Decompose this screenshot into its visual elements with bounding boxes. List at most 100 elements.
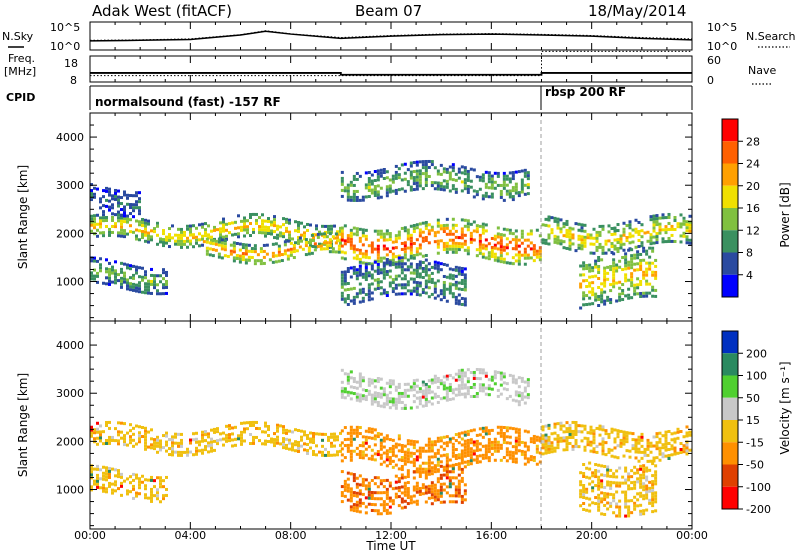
echo-cell — [469, 441, 473, 445]
echo-cell — [409, 289, 413, 293]
echo-cell — [400, 473, 404, 477]
echo-cell — [355, 292, 359, 296]
echo-cell — [288, 233, 291, 237]
echo-cell — [454, 439, 458, 443]
echo-cell — [312, 437, 315, 441]
echo-cell — [430, 228, 434, 232]
echo-cell — [90, 277, 93, 281]
echo-cell — [595, 236, 599, 240]
echo-cell — [171, 441, 174, 445]
echo-cell — [574, 423, 578, 427]
echo-cell — [436, 294, 440, 298]
echo-cell — [631, 438, 635, 442]
echo-cell — [523, 450, 527, 454]
echo-cell — [240, 228, 243, 232]
echo-cell — [642, 482, 646, 486]
echo-cell — [645, 270, 649, 274]
echo-cell — [129, 429, 132, 433]
echo-cell — [90, 428, 93, 432]
echo-cell — [394, 237, 398, 241]
echo-cell — [129, 206, 132, 210]
echo-cell — [346, 183, 350, 187]
echo-cell — [412, 385, 416, 389]
echo-cell — [523, 247, 527, 251]
echo-cell — [415, 172, 419, 176]
echo-cell — [481, 252, 485, 256]
echo-cell — [457, 236, 461, 240]
echo-cell — [225, 436, 228, 440]
echo-cell — [337, 244, 341, 248]
echo-cell — [96, 476, 99, 480]
echo-cell — [463, 288, 467, 292]
echo-cell — [352, 271, 356, 275]
echo-cell — [153, 494, 156, 498]
echo-cell — [400, 447, 404, 451]
echo-cell — [439, 494, 443, 498]
echo-cell — [460, 218, 464, 222]
echo-cell — [636, 292, 640, 296]
echo-cell — [645, 291, 649, 295]
echo-cell — [445, 374, 449, 378]
echo-cell — [588, 284, 592, 288]
echo-cell — [207, 441, 210, 445]
echo-cell — [424, 174, 428, 178]
echo-cell — [667, 239, 671, 243]
echo-cell — [439, 464, 443, 468]
echo-cell — [159, 280, 162, 284]
echo-cell — [499, 251, 503, 255]
echo-cell — [265, 252, 269, 256]
echo-cell — [520, 376, 524, 380]
echo-cell — [418, 284, 422, 288]
echo-cell — [514, 436, 518, 440]
echo-cell — [330, 432, 333, 436]
echo-cell — [358, 251, 362, 255]
echo-cell — [349, 266, 353, 270]
echo-cell — [349, 449, 353, 453]
echo-cell — [520, 184, 524, 188]
echo-cell — [502, 245, 506, 249]
echo-cell — [297, 238, 300, 242]
echo-cell — [382, 264, 386, 268]
echo-cell — [439, 500, 443, 504]
echo-cell — [355, 491, 359, 495]
echo-cell — [349, 443, 353, 447]
echo-cell — [406, 237, 410, 241]
echo-cell — [327, 453, 330, 457]
echo-cell — [415, 223, 419, 227]
echo-cell — [664, 240, 668, 244]
echo-cell — [304, 244, 308, 248]
echo-cell — [481, 194, 485, 198]
echo-cell — [352, 195, 356, 199]
echo-cell — [339, 443, 342, 447]
echo-cell — [364, 183, 368, 187]
echo-cell — [225, 228, 228, 232]
echo-cell — [153, 485, 156, 489]
echo-cell — [415, 238, 419, 242]
echo-cell — [481, 222, 485, 226]
echo-cell — [382, 273, 386, 277]
echo-cell — [520, 440, 524, 444]
echo-cell — [597, 270, 601, 274]
echo-cell — [661, 237, 665, 241]
echo-cell — [621, 490, 625, 494]
echo-cell — [174, 435, 177, 439]
echo-cell — [355, 494, 359, 498]
echo-cell — [487, 456, 491, 460]
echo-cell — [376, 178, 380, 182]
echo-cell — [612, 493, 616, 497]
echo-cell — [355, 503, 359, 507]
noise-series — [89, 30, 693, 42]
echo-cell — [592, 236, 596, 240]
echo-cell — [409, 454, 413, 458]
echo-cell — [282, 446, 285, 450]
echo-cell — [598, 433, 602, 437]
echo-cell — [597, 484, 601, 488]
echo-cell — [654, 276, 658, 280]
echo-cell — [478, 442, 482, 446]
echo-cell — [309, 223, 312, 227]
echo-cell — [282, 437, 285, 441]
echo-cell — [612, 481, 616, 485]
echo-cell — [508, 195, 512, 199]
echo-cell — [282, 217, 285, 221]
echo-cell — [514, 259, 518, 263]
